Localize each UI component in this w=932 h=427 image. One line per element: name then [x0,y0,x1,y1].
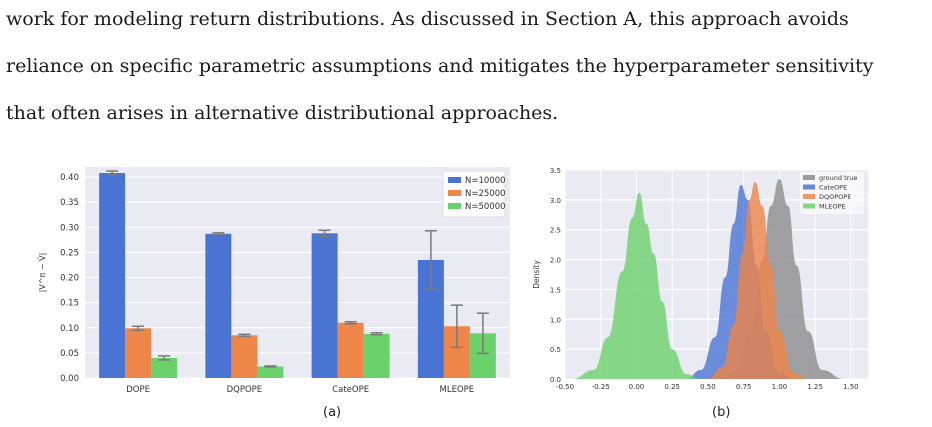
chart-a-bar [99,173,126,378]
chart-b-xtick-label: -0.50 [556,383,574,391]
chart-b-ytick-label: 3.0 [550,197,561,205]
chart-a-bar [337,322,364,378]
chart-b-density-area [707,181,808,379]
chart-a-ytick-label: 0.30 [60,223,79,233]
chart-a-xtick-label: MLEOPE [440,385,475,395]
chart-b-ylabel: Density [532,260,541,289]
chart-b-legend-swatch [803,194,815,199]
chart-b-legend-label: DQOPOPE [819,193,851,201]
chart-b-legend-swatch [803,184,815,190]
chart-a-bar [311,233,338,378]
chart-b-ytick-label: 1.5 [550,286,561,294]
figure-b-caption: (b) [712,405,731,420]
chart-a-ytick-label: 0.35 [60,198,79,208]
chart-b-legend [800,172,864,214]
chart-b-legend-label: ground true [819,174,857,182]
chart-a-ytick-label: 0.00 [60,374,79,384]
chart-a-legend-swatch [448,177,461,183]
chart-b-xtick-label: 1.50 [843,383,859,391]
chart-b-legend-swatch [803,175,815,180]
chart-a-legend-label: N=25000 [465,189,506,199]
chart-b-xtick-label: 0.00 [629,383,645,391]
chart-b-legend-label: CateOPE [819,184,847,192]
chart-b-density-area [572,192,701,379]
chart-a-ytick-label: 0.25 [60,248,79,258]
chart-b-ytick-label: 3.5 [550,167,561,175]
chart-a-ytick-label: 0.05 [60,349,79,359]
chart-a-ytick-label: 0.15 [60,299,79,309]
chart-a-legend-label: N=10000 [465,176,506,186]
chart-b-ytick-label: 0.0 [550,376,561,384]
chart-a-bar [257,366,284,378]
chart-b-xtick-label: 0.50 [700,383,716,391]
chart-a-ytick-label: 0.40 [60,173,79,183]
chart-a-legend-swatch [448,203,461,209]
chart-a-bar [363,333,390,378]
chart-b-ytick-label: 1.0 [550,316,561,324]
paragraph-line-1: work for modeling return distributions. … [6,8,849,30]
chart-a-bar [125,328,152,378]
chart-a-ytick-label: 0.10 [60,324,79,334]
chart-a-ylabel: |V^π − V̂| [37,253,47,293]
chart-a-legend-label: N=50000 [465,202,506,212]
chart-a-bar [205,233,232,378]
chart-b-density-area [719,178,844,379]
paragraph-line-3: that often arises in alternative distrib… [6,102,559,124]
chart-b-ytick-label: 0.5 [550,346,561,354]
chart-a-legend-swatch [448,190,461,196]
chart-a-bar [231,335,258,378]
chart-b-xtick-label: 1.25 [807,383,823,391]
chart-a-xtick-label: CateOPE [332,385,369,395]
paragraph-line-2: reliance on specific parametric assumpti… [6,55,874,77]
chart-b-xtick-label: -0.25 [592,383,610,391]
chart-b-ytick-label: 2.5 [550,227,561,235]
chart-b-legend-swatch [803,203,815,209]
chart-a-bar [151,357,178,378]
chart-b-ytick-label: 2.0 [550,257,561,265]
chart-b-xtick-label: 0.25 [664,383,680,391]
chart-b-xtick-label: 0.75 [736,383,752,391]
figure-a-caption: (a) [323,405,342,420]
chart-b-legend-label: MLEOPE [819,203,845,211]
chart-b-xtick-label: 1.00 [772,383,788,391]
chart-a-xtick-label: DOPE [126,385,150,395]
chart-a-xtick-label: DQPOPE [227,385,263,395]
chart-a-ytick-label: 0.20 [60,274,79,284]
